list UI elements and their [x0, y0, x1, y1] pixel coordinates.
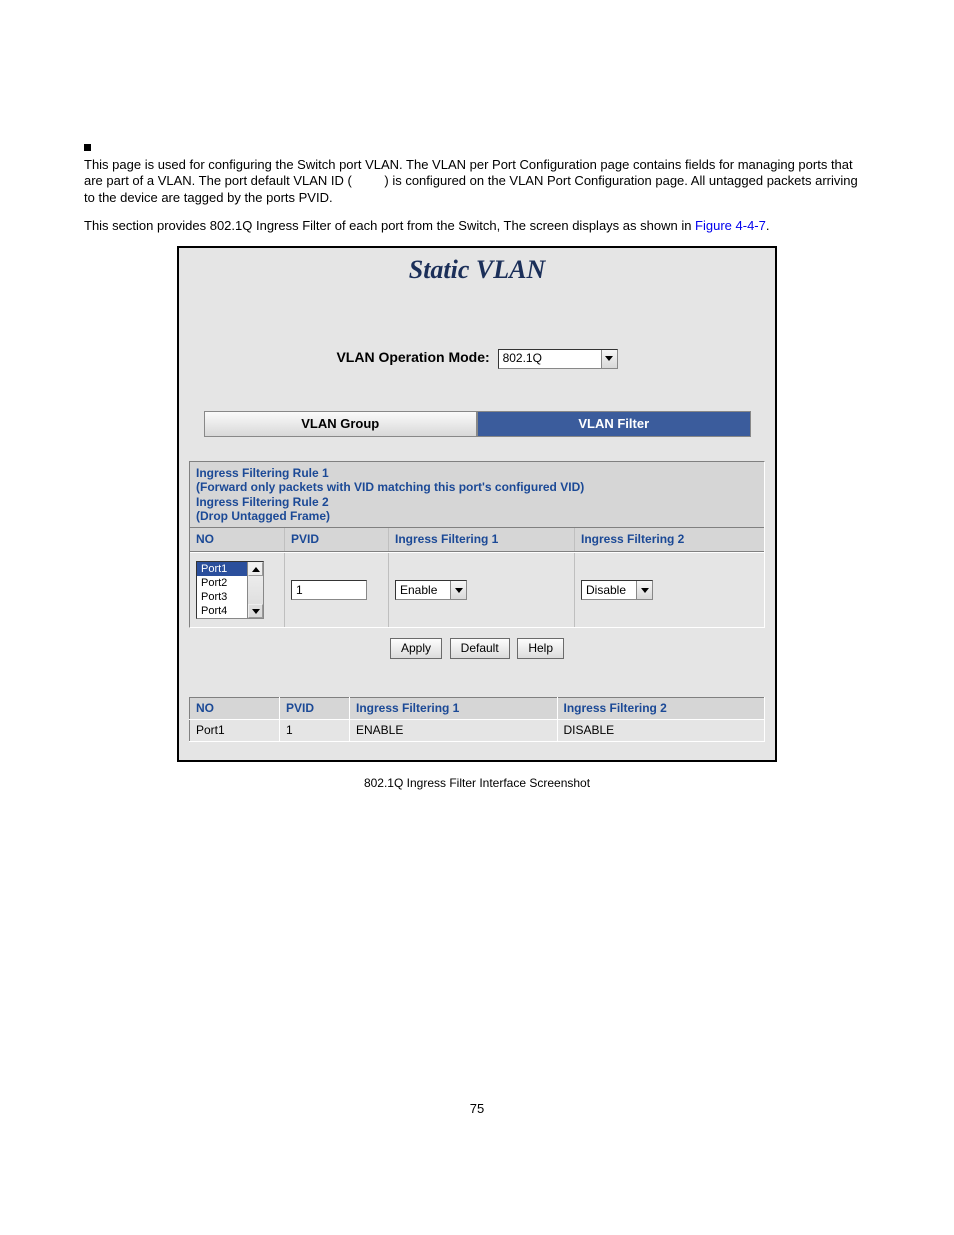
port-listbox[interactable]: Port1 Port2 Port3 Port4	[196, 561, 264, 619]
port-option[interactable]: Port4	[197, 604, 247, 618]
rule2-title: Ingress Filtering Rule 2	[196, 495, 758, 509]
header-if2: Ingress Filtering 2	[575, 528, 764, 551]
vlan-filter-screenshot: Static VLAN VLAN Operation Mode: 802.1Q …	[177, 246, 777, 762]
tab-vlan-filter[interactable]: VLAN Filter	[477, 411, 751, 437]
result-if1: ENABLE	[350, 720, 558, 742]
port-option[interactable]: Port1	[197, 562, 247, 576]
port-option[interactable]: Port3	[197, 590, 247, 604]
if1-select[interactable]: Enable	[395, 580, 467, 600]
if2-value: Disable	[586, 583, 626, 598]
apply-button[interactable]: Apply	[390, 638, 442, 659]
rules-box: Ingress Filtering Rule 1 (Forward only p…	[189, 461, 765, 629]
if1-cell: Enable	[389, 553, 575, 627]
screenshot-container: Static VLAN VLAN Operation Mode: 802.1Q …	[177, 246, 777, 791]
intro-p2-b: .	[766, 218, 770, 233]
operation-mode-row: VLAN Operation Mode: 802.1Q	[179, 289, 775, 411]
section-heading-row	[84, 140, 870, 151]
result-header-if1: Ingress Filtering 1	[350, 698, 558, 720]
operation-mode-select[interactable]: 802.1Q	[498, 349, 618, 369]
figure-link[interactable]: Figure 4-4-7	[695, 218, 766, 233]
operation-mode-value: 802.1Q	[503, 351, 542, 366]
pvid-cell: 1	[285, 553, 389, 627]
chevron-down-icon	[636, 581, 652, 599]
chevron-down-icon	[450, 581, 466, 599]
tab-bar: VLAN Group VLAN Filter	[204, 411, 751, 437]
figure-caption: 802.1Q Ingress Filter Interface Screensh…	[177, 776, 777, 791]
result-if2: DISABLE	[557, 720, 765, 742]
document-page: This page is used for configuring the Sw…	[0, 0, 954, 1178]
result-header-pvid: PVID	[280, 698, 350, 720]
if2-cell: Disable	[575, 553, 764, 627]
page-number: 75	[84, 1101, 870, 1117]
result-header-no: NO	[190, 698, 280, 720]
rule1-desc: (Forward only packets with VID matching …	[196, 480, 758, 494]
scroll-up-icon[interactable]	[248, 562, 263, 576]
result-header-row: NO PVID Ingress Filtering 1 Ingress Filt…	[190, 698, 765, 720]
intro-paragraph-2: This section provides 802.1Q Ingress Fil…	[84, 218, 870, 234]
result-row: Port1 1 ENABLE DISABLE	[190, 720, 765, 742]
caption-text: 802.1Q Ingress Filter Interface Screensh…	[364, 776, 590, 790]
if2-select[interactable]: Disable	[581, 580, 653, 600]
help-button[interactable]: Help	[517, 638, 564, 659]
default-button[interactable]: Default	[450, 638, 510, 659]
rule1-title: Ingress Filtering Rule 1	[196, 466, 758, 480]
header-pvid: PVID	[285, 528, 389, 551]
intro-paragraph-1: This page is used for configuring the Sw…	[84, 157, 870, 206]
port-scrollbar[interactable]	[247, 562, 263, 618]
result-pvid: 1	[280, 720, 350, 742]
chevron-down-icon	[601, 350, 617, 368]
result-table: NO PVID Ingress Filtering 1 Ingress Filt…	[189, 697, 765, 742]
intro-p1-gap	[355, 173, 380, 188]
screenshot-title: Static VLAN	[179, 248, 775, 289]
bullet-icon	[84, 144, 91, 151]
button-row: Apply Default Help	[189, 628, 765, 697]
pvid-input[interactable]: 1	[291, 580, 367, 600]
intro-block: This page is used for configuring the Sw…	[84, 157, 870, 234]
operation-mode-label: VLAN Operation Mode:	[336, 349, 489, 365]
intro-p2-a: This section provides 802.1Q Ingress Fil…	[84, 218, 695, 233]
result-header-if2: Ingress Filtering 2	[557, 698, 765, 720]
port-cell: Port1 Port2 Port3 Port4	[190, 553, 285, 627]
header-if1: Ingress Filtering 1	[389, 528, 575, 551]
result-no: Port1	[190, 720, 280, 742]
rule2-desc: (Drop Untagged Frame)	[196, 509, 758, 523]
rules-heading: Ingress Filtering Rule 1 (Forward only p…	[190, 462, 764, 529]
config-control-row: Port1 Port2 Port3 Port4	[190, 552, 764, 627]
port-option[interactable]: Port2	[197, 576, 247, 590]
port-options: Port1 Port2 Port3 Port4	[197, 562, 247, 618]
scroll-down-icon[interactable]	[248, 604, 263, 618]
filter-panel: Ingress Filtering Rule 1 (Forward only p…	[179, 437, 775, 761]
header-no: NO	[190, 528, 285, 551]
if1-value: Enable	[400, 583, 437, 598]
tab-vlan-group[interactable]: VLAN Group	[204, 411, 478, 437]
config-header-row: NO PVID Ingress Filtering 1 Ingress Filt…	[190, 528, 764, 552]
